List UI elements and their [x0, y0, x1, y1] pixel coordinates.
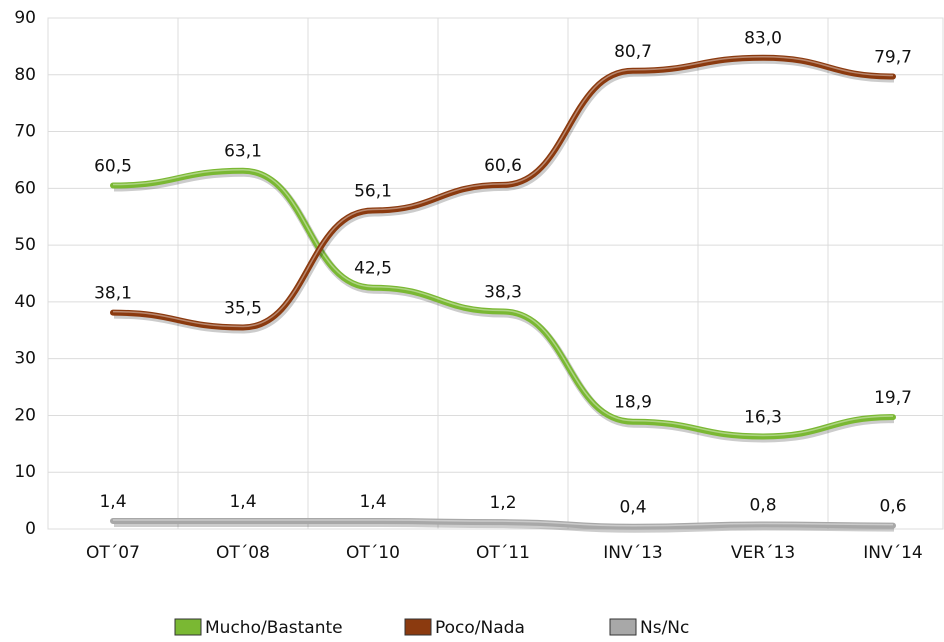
legend-swatch — [609, 618, 637, 636]
legend-swatch — [174, 618, 202, 636]
line — [110, 54, 896, 331]
x-tick-label: OT´10 — [346, 543, 400, 563]
data-label: 80,7 — [614, 42, 652, 62]
y-tick-label: 20 — [14, 405, 36, 425]
line-highlight — [113, 519, 894, 527]
data-label: 1,4 — [99, 492, 126, 512]
data-label: 1,4 — [359, 492, 386, 512]
y-tick-label: 90 — [14, 8, 36, 28]
data-label: 38,3 — [484, 283, 522, 303]
data-label: 0,6 — [879, 497, 906, 517]
y-tick-label: 40 — [14, 292, 36, 312]
data-label: 19,7 — [874, 388, 912, 408]
legend-swatch — [404, 618, 432, 636]
data-label: 16,3 — [744, 407, 782, 427]
line — [110, 167, 896, 440]
x-tick-label: OT´11 — [476, 543, 530, 563]
x-tick-label: INV´13 — [603, 543, 663, 563]
line — [110, 518, 896, 530]
data-label: 42,5 — [354, 259, 392, 279]
x-tick-label: OT´07 — [86, 543, 140, 563]
data-label: 18,9 — [614, 393, 652, 413]
legend-label: Poco/Nada — [435, 618, 525, 638]
y-tick-label: 10 — [14, 462, 36, 482]
data-label: 1,2 — [489, 493, 516, 513]
x-tick-label: INV´14 — [863, 543, 923, 563]
legend-label: Ns/Nc — [640, 618, 689, 638]
data-label: 60,5 — [94, 156, 132, 176]
data-label: 38,1 — [94, 284, 132, 304]
y-tick-label: 60 — [14, 178, 36, 198]
line-highlight — [112, 168, 894, 437]
data-label: 83,0 — [744, 29, 782, 49]
data-label: 56,1 — [354, 181, 392, 201]
x-tick-label: OT´08 — [216, 543, 270, 563]
data-label: 0,8 — [749, 495, 776, 515]
data-label: 63,1 — [224, 142, 262, 162]
data-label: 35,5 — [224, 298, 262, 318]
y-tick-label: 70 — [14, 122, 36, 142]
y-tick-label: 0 — [25, 519, 36, 539]
data-label: 1,4 — [229, 492, 256, 512]
y-tick-label: 80 — [14, 65, 36, 85]
line-highlight — [112, 55, 894, 328]
data-label: 0,4 — [619, 498, 646, 518]
x-tick-label: VER´13 — [731, 543, 795, 563]
y-tick-label: 50 — [14, 235, 36, 255]
y-tick-label: 30 — [14, 349, 36, 369]
plot-frame — [47, 17, 944, 530]
data-label: 60,6 — [484, 156, 522, 176]
legend-label: Mucho/Bastante — [205, 618, 343, 638]
data-label: 79,7 — [874, 47, 912, 67]
